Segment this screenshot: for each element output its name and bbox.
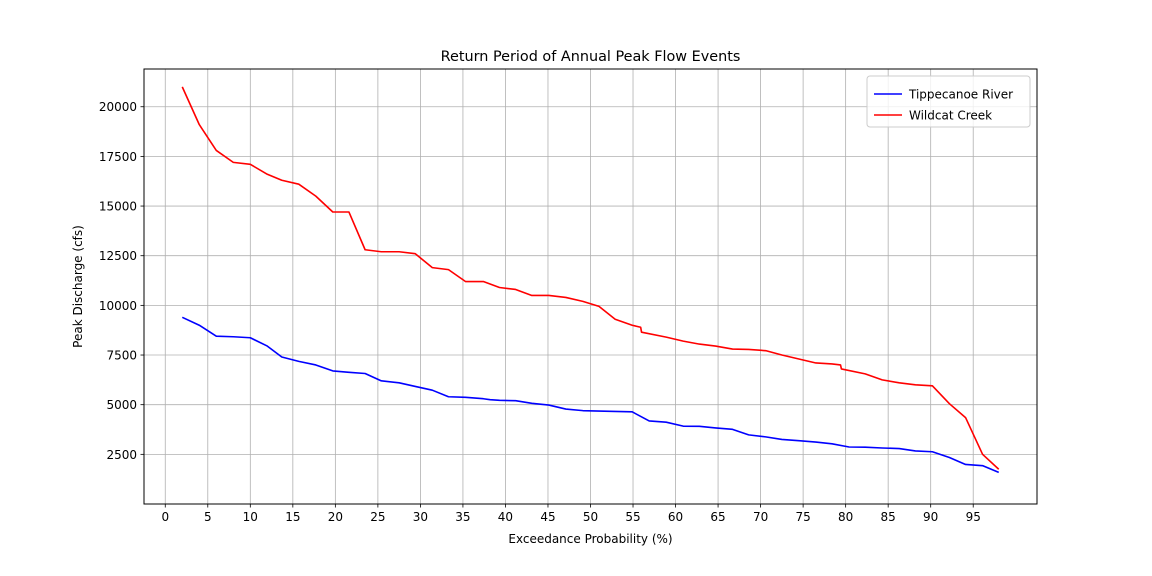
grid bbox=[144, 69, 1037, 504]
y-tick-label: 5000 bbox=[106, 398, 137, 412]
x-tick-label: 5 bbox=[204, 510, 212, 524]
y-axis: 2500 5000 7500 10000 12500 15000 17500 20000 bbox=[99, 100, 144, 462]
x-tick-label: 25 bbox=[370, 510, 385, 524]
legend: Tippecanoe River Wildcat Creek bbox=[866, 75, 1031, 128]
x-tick-label: 65 bbox=[710, 510, 725, 524]
legend-label-tippecanoe-river: Tippecanoe River bbox=[908, 88, 1013, 102]
series-line-wildcat-creek bbox=[181, 86, 1000, 470]
y-tick-label: 15000 bbox=[99, 200, 137, 214]
y-tick-label: 2500 bbox=[106, 448, 137, 462]
x-axis-label: Exceedance Probability (%) bbox=[508, 532, 672, 546]
legend-label-wildcat-creek: Wildcat Creek bbox=[909, 109, 992, 123]
x-tick-label: 70 bbox=[753, 510, 768, 524]
series-line-tippecanoe-river bbox=[181, 316, 1000, 474]
y-tick-label: 12500 bbox=[99, 249, 137, 263]
y-tick-label: 17500 bbox=[99, 150, 137, 164]
x-tick-label: 80 bbox=[838, 510, 853, 524]
chart-title: Return Period of Annual Peak Flow Events bbox=[441, 49, 741, 65]
y-tick-label: 7500 bbox=[106, 349, 137, 363]
x-tick-label: 45 bbox=[540, 510, 555, 524]
x-tick-label: 95 bbox=[966, 510, 981, 524]
y-tick-label: 10000 bbox=[99, 299, 137, 313]
x-tick-label: 60 bbox=[668, 510, 683, 524]
x-tick-label: 35 bbox=[455, 510, 470, 524]
x-tick-label: 90 bbox=[923, 510, 938, 524]
x-tick-label: 0 bbox=[161, 510, 169, 524]
x-tick-label: 15 bbox=[285, 510, 300, 524]
x-tick-label: 20 bbox=[328, 510, 343, 524]
x-tick-label: 30 bbox=[413, 510, 428, 524]
x-tick-label: 50 bbox=[583, 510, 598, 524]
series-lines bbox=[181, 86, 1000, 474]
x-axis: 0 5 10 15 20 25 30 35 40 45 50 55 60 65 70 75 80 85 90 95 bbox=[161, 504, 981, 524]
x-tick-label: 85 bbox=[881, 510, 896, 524]
x-tick-label: 55 bbox=[625, 510, 640, 524]
x-tick-label: 75 bbox=[795, 510, 810, 524]
x-tick-label: 10 bbox=[243, 510, 258, 524]
y-axis-label: Peak Discharge (cfs) bbox=[71, 225, 85, 348]
x-tick-label: 40 bbox=[498, 510, 513, 524]
legend-box bbox=[866, 75, 1031, 128]
y-tick-label: 20000 bbox=[99, 100, 137, 114]
